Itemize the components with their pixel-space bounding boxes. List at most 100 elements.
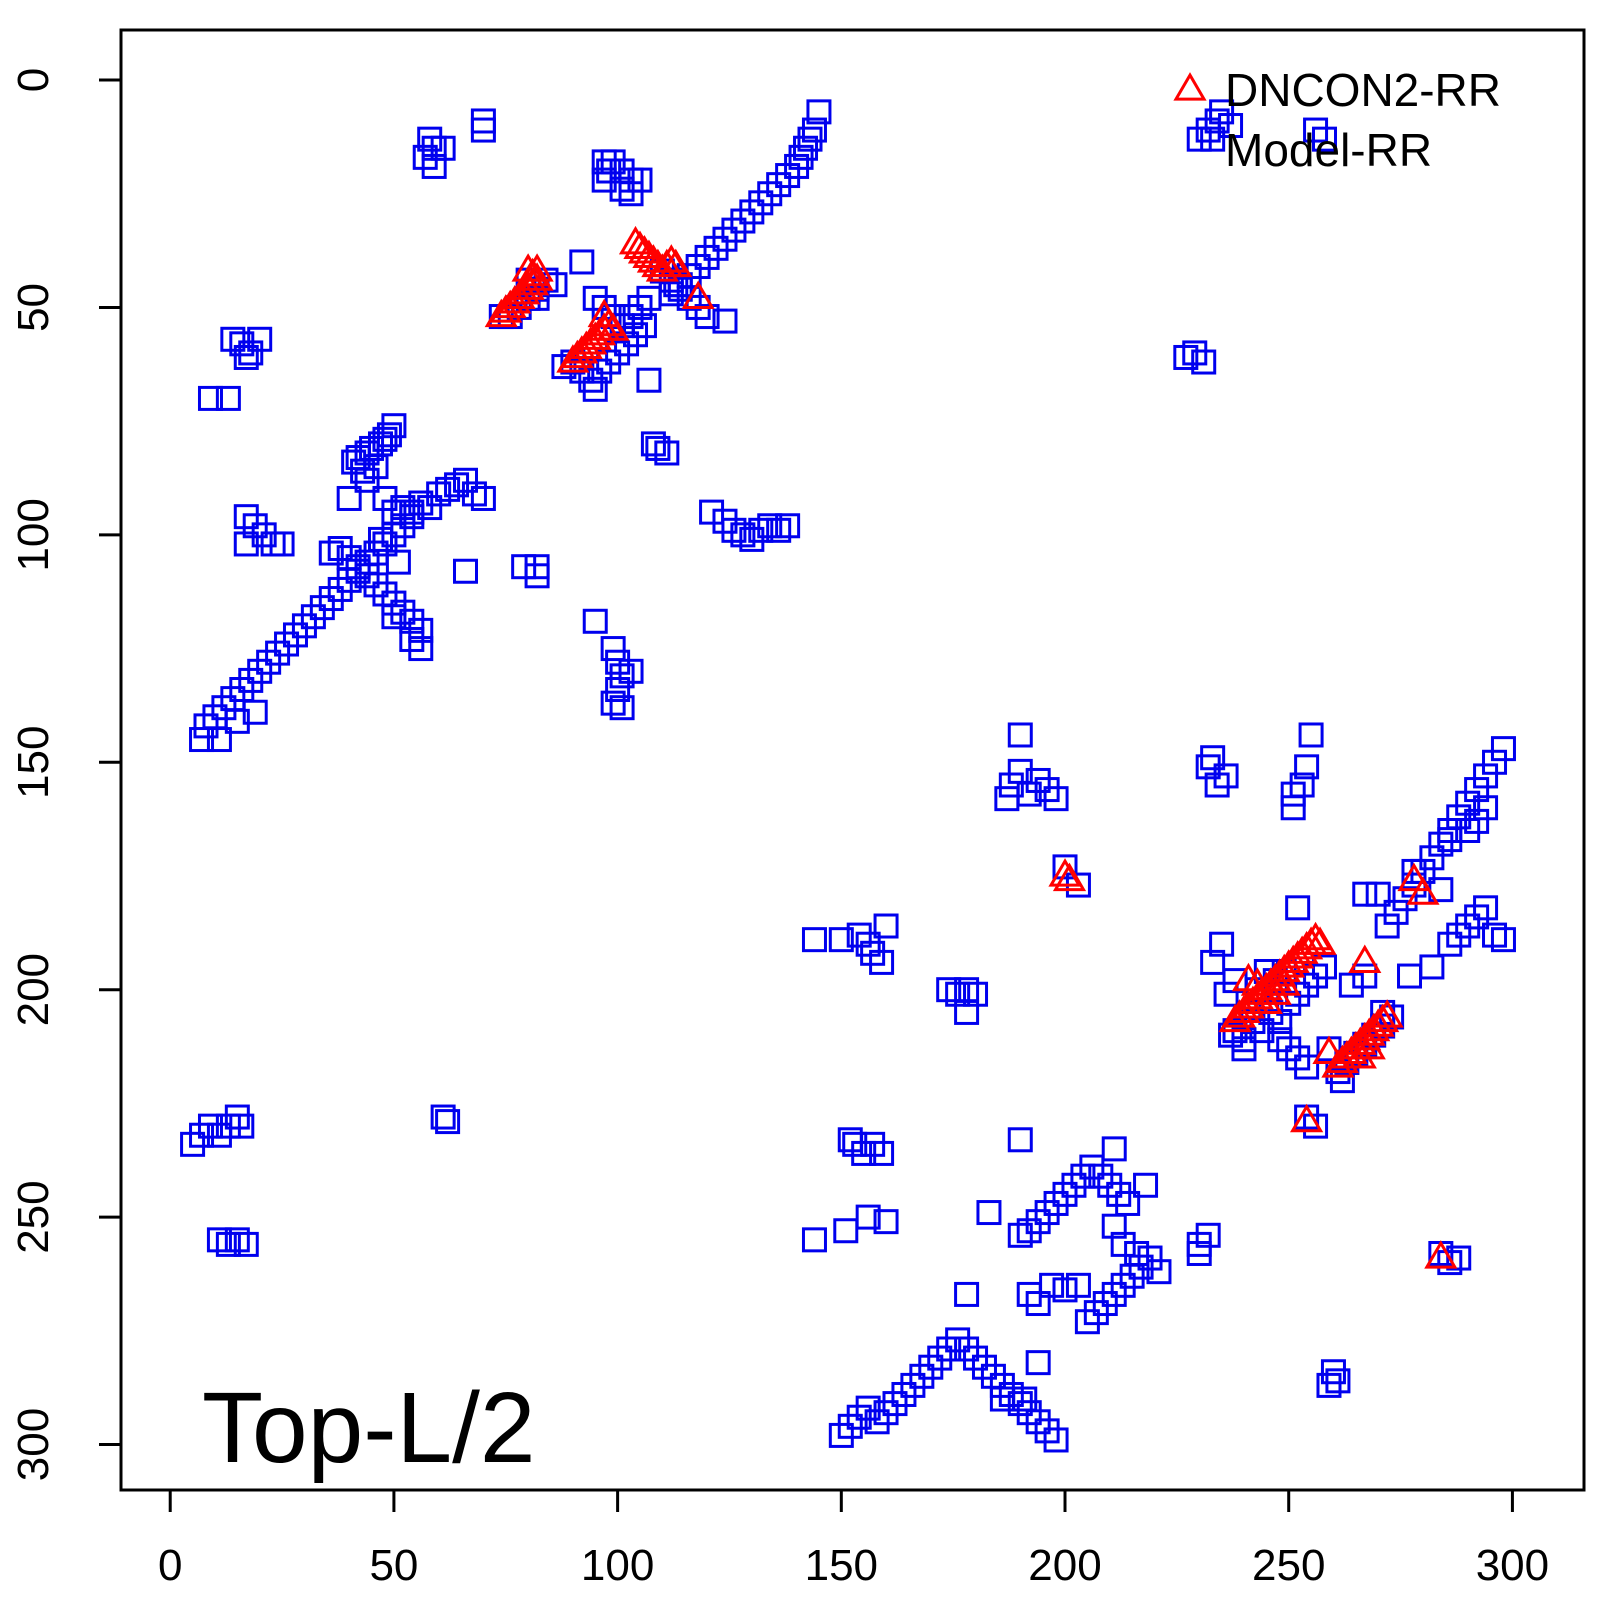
triangle-point [569,330,603,360]
square-point [654,440,680,466]
y-tick-label: 250 [9,1180,58,1253]
square-point [900,1372,926,1398]
square-point [1083,1300,1109,1326]
square-point [1320,1359,1346,1385]
square-point [408,490,434,516]
square-point [846,1404,872,1430]
square-point [1025,1350,1051,1376]
square-point [470,485,496,511]
square-point [238,340,264,366]
square-point [390,599,416,625]
square-point [408,636,434,662]
x-tick-label: 50 [369,1541,418,1590]
square-point [1025,767,1051,793]
square-point [336,545,362,571]
square-point [372,426,398,452]
square-point [1401,858,1427,884]
square-point [1280,795,1306,821]
square-point [614,331,640,357]
square-point [998,772,1024,798]
square-point [936,977,962,1003]
triangle-point [484,298,518,328]
square-point [1016,1218,1042,1244]
square-point [989,1372,1015,1398]
square-point [998,1381,1024,1407]
y-tick-label: 150 [9,726,58,799]
square-point [345,554,371,580]
square-point [627,167,653,193]
square-point [757,513,783,539]
x-axis: 0 50 100 150 200 250 300 [158,1488,1549,1590]
square-point [309,595,335,621]
square-point [1482,922,1508,948]
square-point [193,713,219,739]
x-tick-label: 200 [1028,1541,1101,1590]
square-point [1039,1272,1065,1298]
square-point [1455,790,1481,816]
square-point [730,522,756,548]
square-point [582,285,608,311]
square-point [1034,1200,1060,1226]
square-point [1110,1231,1136,1257]
square-point [600,149,626,175]
square-point [1312,954,1338,980]
y-tick-label: 50 [9,283,58,332]
square-point [247,658,273,684]
triangle-point [1267,953,1301,983]
triangle-point [1218,1003,1252,1033]
square-point [256,649,282,675]
y-tick-label: 0 [9,68,58,92]
square-point [1419,845,1445,871]
square-point [618,181,644,207]
square-point [1186,126,1212,152]
triangle-point [587,298,621,328]
square-point [963,981,989,1007]
square-point [837,1413,863,1439]
square-point [1209,99,1235,125]
x-tick-label: 300 [1476,1541,1549,1590]
square-point [524,554,550,580]
square-point [1231,1036,1257,1062]
square-point [1446,1245,1472,1271]
square-point [676,285,702,311]
y-tick-label: 200 [9,953,58,1026]
square-point [1200,949,1226,975]
triangle-point [1366,1003,1400,1033]
square-point [215,1113,241,1139]
square-point [757,181,783,207]
square-point [793,135,819,161]
square-point [833,1218,859,1244]
square-point [1437,827,1463,853]
square-point [1303,1113,1329,1139]
square-point [784,153,810,179]
square-point [251,522,277,548]
square-point [1374,913,1400,939]
square-point [1186,1240,1212,1266]
square-point [1329,1068,1355,1094]
triangle-point [1048,858,1082,887]
square-point [291,613,317,639]
square-point [229,331,255,357]
square-point [211,695,237,721]
triangle-point [498,285,532,314]
square-point [426,481,452,507]
square-point [994,786,1020,812]
square-point [1392,886,1418,912]
square-point [1079,1154,1105,1180]
triangle-point [1267,967,1301,996]
square-point [1007,1127,1033,1153]
square-point [909,1363,935,1389]
square-point [860,940,886,966]
triangle-point [1424,1240,1458,1269]
square-point [1352,963,1378,989]
square-point [318,586,344,612]
square-point [1298,722,1324,748]
series-model-rr [180,99,1516,1453]
square-point [421,153,447,179]
square-point [1034,1418,1060,1444]
triangle-point [645,253,679,282]
square-point [739,526,765,552]
square-point [1446,922,1472,948]
square-point [269,531,295,557]
triangle-point [1298,921,1333,951]
